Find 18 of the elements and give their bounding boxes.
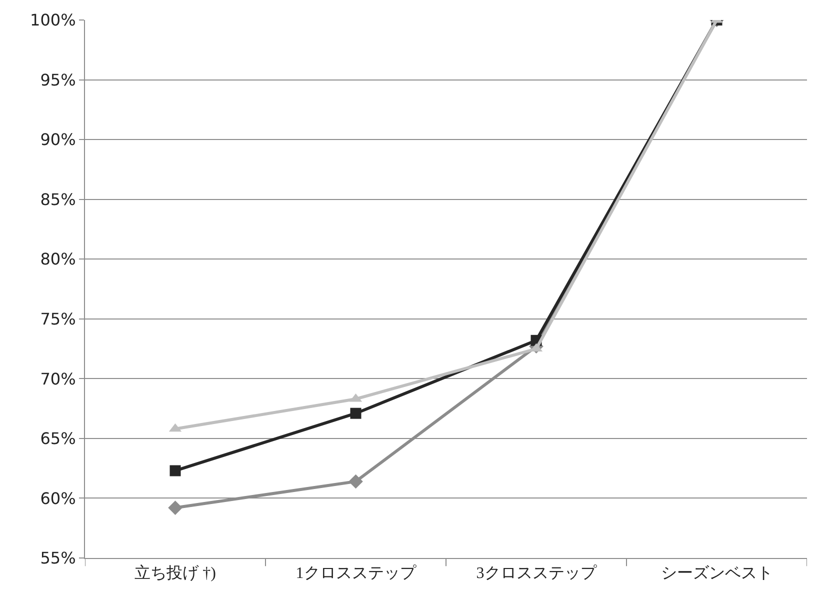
- x-tick-label: 立ち投げ †): [134, 564, 216, 582]
- y-tick-label: 85%: [40, 190, 76, 209]
- y-tick-label: 60%: [40, 488, 76, 508]
- y-tick-label: 80%: [40, 250, 76, 269]
- y-tick-label: 95%: [40, 70, 76, 90]
- point: [348, 474, 363, 489]
- point: [170, 465, 181, 476]
- x-tick-label: シーズンベスト: [660, 565, 773, 582]
- y-tick-label: 65%: [40, 429, 76, 448]
- point: [350, 408, 362, 419]
- y-tick-label: 55%: [40, 548, 76, 568]
- y-tick-label: 90%: [40, 130, 76, 150]
- y-tick-label: 75%: [40, 309, 76, 328]
- point: [168, 500, 182, 515]
- y-tick-label: 70%: [40, 369, 76, 388]
- y-tick-label: 100%: [30, 10, 76, 30]
- x-tick-label: 3クロスステップ: [476, 564, 598, 582]
- x-tick-label: 1クロスステップ: [296, 564, 417, 582]
